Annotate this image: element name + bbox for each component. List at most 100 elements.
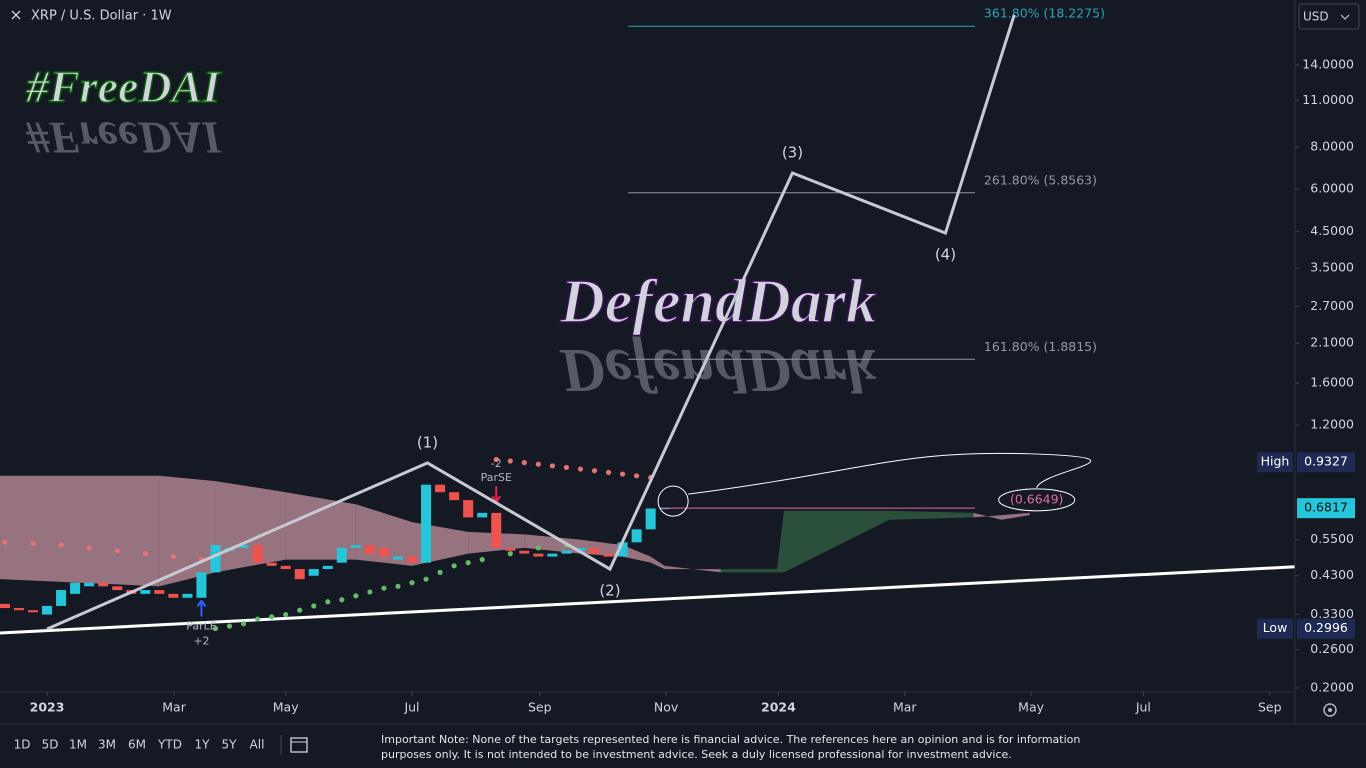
- candle-body: [645, 508, 656, 530]
- calendar-button[interactable]: [280, 735, 308, 755]
- annotation-circle: [657, 485, 689, 517]
- x-tick-label: Sep: [1258, 700, 1282, 715]
- candle-body: [294, 569, 305, 580]
- sar-dot: [240, 621, 247, 627]
- candle-body: [491, 512, 502, 548]
- y-tick-label: 3.5000: [1310, 260, 1354, 275]
- sar-dot: [479, 556, 485, 563]
- candle-body: [182, 593, 193, 598]
- sar-dot: [30, 541, 36, 547]
- calendar-icon[interactable]: [290, 737, 308, 753]
- range-button[interactable]: 1Y: [195, 738, 211, 752]
- candle-body: [364, 545, 375, 554]
- candle-body: [70, 582, 81, 594]
- y-tick-label: 4.5000: [1310, 223, 1354, 238]
- sar-dot: [226, 623, 233, 629]
- cloud-segment: [973, 512, 1002, 520]
- wave-label: (4): [935, 246, 956, 264]
- cloud-segment: [650, 556, 665, 570]
- candle-body: [112, 586, 123, 591]
- candle-body: [252, 545, 263, 563]
- y-tick-label: 0.2600: [1310, 641, 1354, 656]
- watermark-defenddark-reflection: DefendDark: [559, 336, 877, 404]
- sar-dot: [254, 616, 261, 622]
- candle-body: [421, 484, 432, 563]
- candle-body: [336, 547, 347, 563]
- range-button[interactable]: 3M: [98, 738, 116, 752]
- candle-body: [27, 610, 38, 613]
- watermark-defenddark: DefendDark: [559, 268, 877, 336]
- sar-dot: [465, 560, 471, 566]
- cloud-segment: [784, 510, 890, 573]
- trendline: [0, 565, 1296, 635]
- candle-body: [350, 545, 361, 548]
- range-button[interactable]: 1M: [69, 738, 87, 752]
- y-tick-label: 6.0000: [1310, 181, 1354, 196]
- candle-body: [505, 547, 516, 551]
- sar-dot: [507, 551, 513, 557]
- cloud-segment: [720, 569, 777, 573]
- wave-label: (2): [599, 582, 620, 600]
- sar-dot: [619, 471, 626, 477]
- range-button[interactable]: 6M: [128, 738, 146, 752]
- chevron[interactable]: [1340, 14, 1350, 20]
- settings-button[interactable]: [1323, 703, 1337, 717]
- x-tick-label: Nov: [654, 700, 679, 715]
- signal-count: -2: [491, 457, 502, 470]
- range-button[interactable]: YTD: [157, 738, 182, 752]
- candle-body: [449, 492, 460, 501]
- sar-dot: [114, 548, 120, 554]
- x-tick-label: May: [273, 700, 299, 715]
- price_line-badge: [1297, 498, 1355, 519]
- range-button[interactable]: 5Y: [222, 738, 238, 752]
- high-label: 0.9327: [1304, 454, 1348, 469]
- candle-body: [98, 582, 109, 587]
- y-tick-label: 1.6000: [1310, 375, 1354, 390]
- sar-dot: [381, 585, 387, 591]
- sar-dot: [549, 463, 555, 469]
- sar-dot: [86, 545, 92, 551]
- gear-icon[interactable]: [1323, 703, 1337, 717]
- currency-box[interactable]: [1298, 3, 1360, 30]
- wave-label: (3): [782, 144, 803, 162]
- y-tick-label: 1.2000: [1310, 417, 1354, 432]
- sar-dot: [2, 539, 8, 545]
- sar-dot: [283, 611, 289, 618]
- sar-dot: [353, 593, 359, 599]
- annotation-label: (0.6649): [1010, 491, 1064, 506]
- cloud-segment: [0, 475, 160, 587]
- signal-label: ParSE: [481, 471, 512, 484]
- x-tick-label: Sep: [528, 700, 552, 715]
- sar-dot: [493, 456, 499, 463]
- symbol-title: XRP / U.S. Dollar · 1W: [31, 9, 172, 24]
- sar-dot: [269, 614, 275, 620]
- sar-dot: [591, 468, 598, 474]
- header: XRP / U.S. Dollar · 1W: [11, 9, 172, 24]
- sar-dot: [437, 569, 443, 575]
- sar-dot: [325, 599, 331, 605]
- x-tick-label: 2023: [30, 700, 65, 715]
- sar-dot: [142, 551, 148, 557]
- currency-label[interactable]: USD: [1303, 10, 1329, 24]
- sar-dot: [605, 469, 612, 475]
- range-button[interactable]: 1D: [14, 738, 31, 752]
- candle-body: [42, 605, 53, 615]
- candle-body: [533, 553, 544, 557]
- candle-body: [238, 545, 249, 548]
- candle-body: [617, 542, 628, 557]
- range-button[interactable]: All: [250, 738, 265, 752]
- currency-select[interactable]: USD: [1298, 3, 1360, 30]
- close-icon[interactable]: [11, 10, 21, 20]
- candle-body: [392, 556, 403, 560]
- cloud-segment: [889, 510, 974, 520]
- annotation-connector: [688, 452, 1092, 495]
- candle-body: [280, 565, 291, 570]
- range-button[interactable]: 5D: [42, 738, 59, 752]
- gear-center[interactable]: [1328, 708, 1332, 712]
- candle-body: [168, 593, 179, 598]
- sar-dot: [451, 563, 457, 569]
- price_line-label: 0.6817: [1304, 500, 1348, 515]
- y-tick-label: 0.5500: [1310, 531, 1354, 546]
